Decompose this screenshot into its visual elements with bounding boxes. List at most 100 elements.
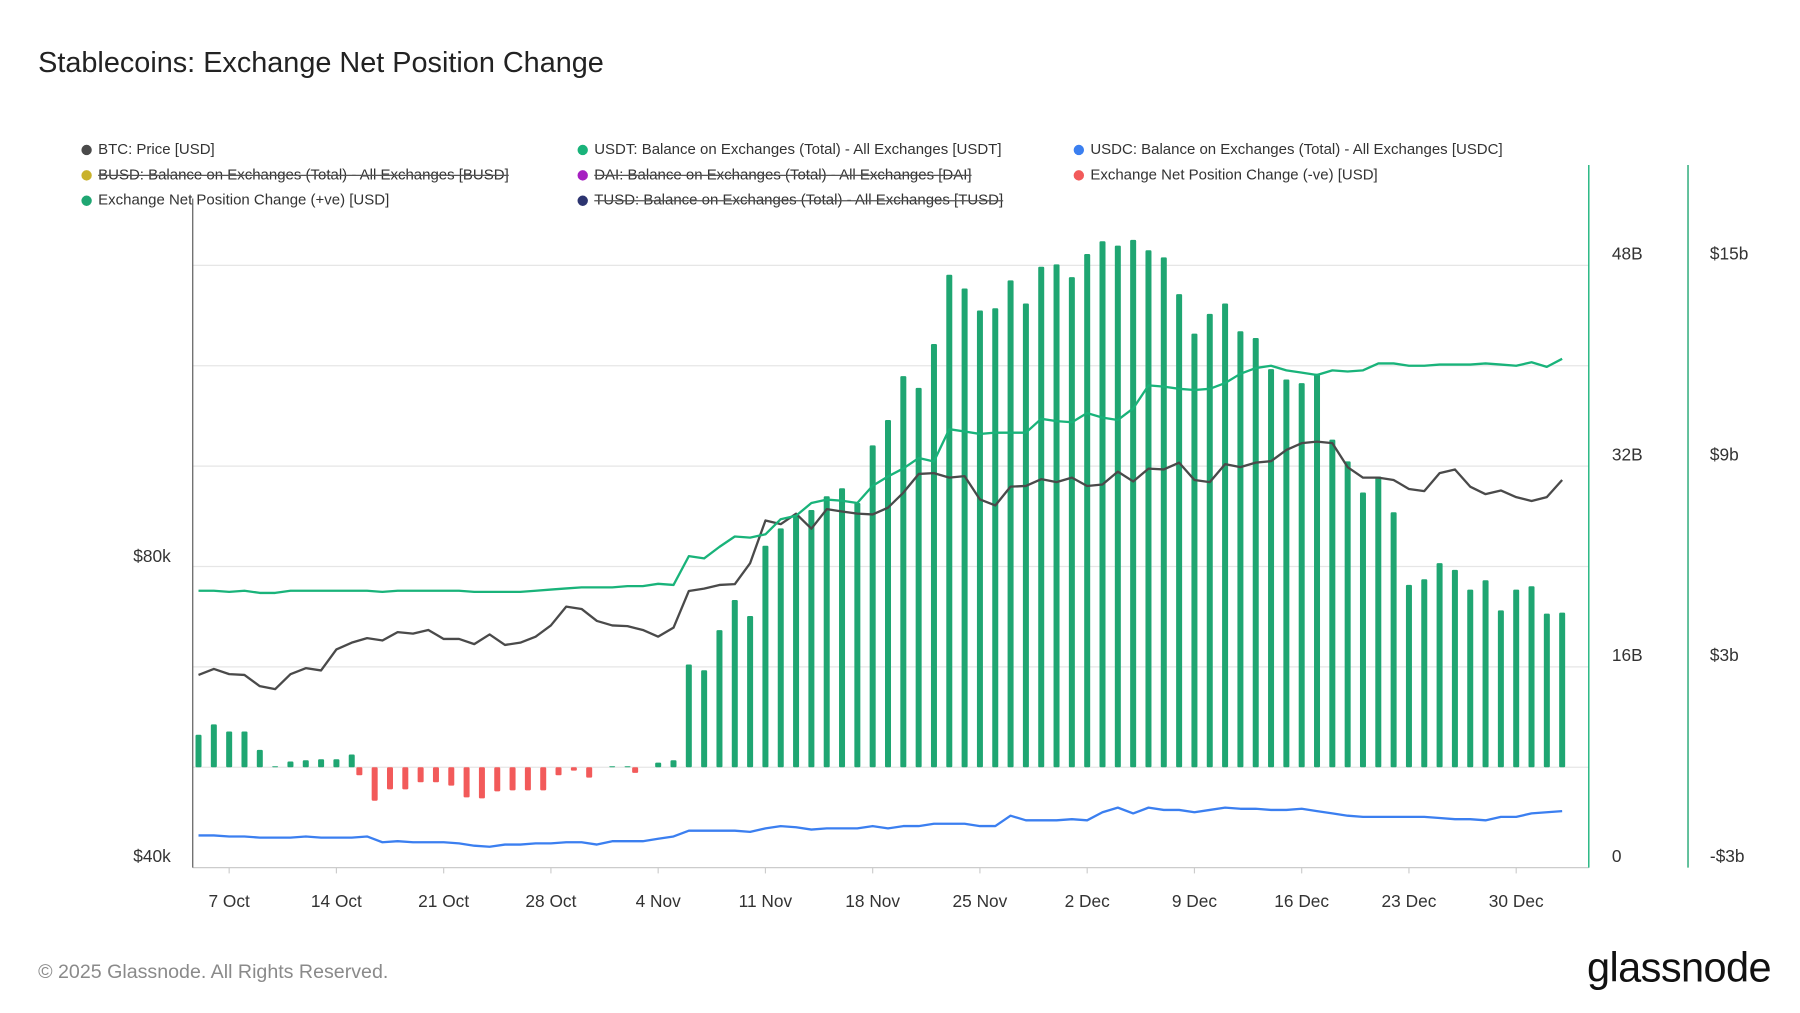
bar xyxy=(1467,589,1474,768)
bar xyxy=(839,488,846,768)
bar xyxy=(961,288,968,768)
bar xyxy=(432,767,439,783)
bar xyxy=(1451,569,1458,768)
bar xyxy=(402,767,409,790)
bar xyxy=(1298,383,1305,768)
bar xyxy=(1099,241,1106,768)
bar xyxy=(509,767,516,791)
bar xyxy=(670,760,677,768)
chart-title: Stablecoins: Exchange Net Position Chang… xyxy=(38,47,604,79)
bar xyxy=(1176,294,1183,768)
legend-marker xyxy=(577,170,588,181)
y3-tick-label: -$3b xyxy=(1710,846,1745,866)
line-series xyxy=(198,357,1563,595)
bar xyxy=(1513,589,1520,768)
y3-tick-label: $9b xyxy=(1710,444,1739,464)
x-tick-label: 16 Dec xyxy=(1274,891,1329,911)
bar xyxy=(256,749,263,768)
x-tick-label: 18 Nov xyxy=(845,891,900,911)
bar xyxy=(1053,264,1060,768)
bar xyxy=(1375,476,1382,768)
bar xyxy=(272,766,279,768)
bar xyxy=(241,731,248,768)
y3-tick-label: $3b xyxy=(1710,645,1739,665)
bar xyxy=(1222,303,1229,768)
bar xyxy=(1268,369,1275,768)
bar xyxy=(1114,245,1121,768)
bar xyxy=(624,766,631,768)
bar xyxy=(885,419,892,768)
bar xyxy=(195,734,202,768)
bar xyxy=(976,310,983,768)
x-tick-label: 25 Nov xyxy=(953,891,1008,911)
bar xyxy=(854,502,861,768)
legend-marker xyxy=(1073,170,1085,181)
y3-tick-label: $15b xyxy=(1710,244,1748,264)
bar xyxy=(992,308,999,768)
bar xyxy=(540,767,547,791)
bar xyxy=(1206,313,1213,768)
bar xyxy=(1145,250,1152,768)
bar xyxy=(915,387,922,768)
x-tick-label: 7 Oct xyxy=(208,891,250,911)
bar xyxy=(900,376,907,768)
bar xyxy=(448,767,455,786)
legend-label: USDT: Balance on Exchanges (Total) - All… xyxy=(594,141,1001,158)
bar xyxy=(1314,373,1321,768)
bar xyxy=(1421,579,1428,768)
bar xyxy=(655,762,662,768)
bar xyxy=(586,767,593,778)
bar xyxy=(1038,266,1045,768)
bar xyxy=(1283,379,1290,768)
bar xyxy=(287,761,294,768)
bar xyxy=(1497,610,1504,768)
footer: © 2025 Glassnode. All Rights Reserved. xyxy=(38,961,388,983)
bar xyxy=(701,670,708,768)
x-tick-label: 23 Dec xyxy=(1382,891,1437,911)
legend-marker xyxy=(577,195,588,206)
bar xyxy=(318,759,325,768)
bar xyxy=(1191,333,1198,768)
bar xyxy=(716,630,723,768)
bar xyxy=(930,343,937,768)
bar xyxy=(946,274,953,768)
y2-tick-label: 32B xyxy=(1612,444,1643,464)
bar xyxy=(570,767,577,771)
bar xyxy=(555,767,562,776)
y-tick-label: $80k xyxy=(133,546,171,566)
y2-tick-label: 0 xyxy=(1612,846,1622,866)
x-tick-label: 14 Oct xyxy=(311,891,362,911)
legend-marker xyxy=(81,170,92,181)
brand-logo: glassnode xyxy=(1587,943,1771,990)
bar xyxy=(1130,239,1137,768)
legend-label: Exchange Net Position Change (-ve) [USD] xyxy=(1090,166,1377,183)
y2-tick-label: 48B xyxy=(1612,244,1643,264)
bar xyxy=(808,509,815,768)
bar xyxy=(1543,613,1550,768)
bar xyxy=(348,754,355,768)
bar xyxy=(333,759,340,768)
y-tick-label: $40k xyxy=(133,846,171,866)
bar xyxy=(632,767,639,773)
bar xyxy=(1482,580,1489,768)
y2-tick-label: 16B xyxy=(1612,645,1643,665)
legend-label: BTC: Price [USD] xyxy=(98,141,215,158)
legend-marker xyxy=(1073,144,1085,156)
bar xyxy=(210,724,217,768)
legend-marker xyxy=(577,144,588,156)
bar xyxy=(1237,331,1244,768)
bar xyxy=(226,731,233,768)
line-series xyxy=(198,440,1564,691)
line-series xyxy=(198,806,1563,848)
x-tick-label: 2 Dec xyxy=(1065,891,1111,911)
bar xyxy=(823,496,830,768)
bar xyxy=(731,599,738,768)
bar xyxy=(463,767,470,798)
bar xyxy=(1390,512,1397,768)
bar xyxy=(1160,257,1167,768)
bar xyxy=(1022,303,1029,768)
bar xyxy=(1528,586,1535,768)
bar xyxy=(747,616,754,768)
